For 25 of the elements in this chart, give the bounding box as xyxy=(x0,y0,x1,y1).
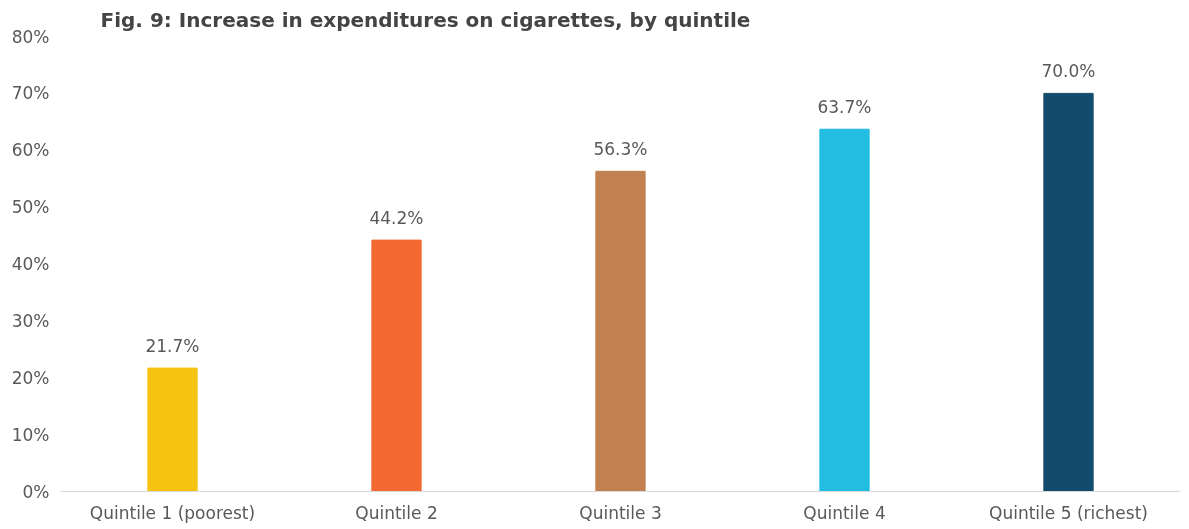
y-tick-label: 10% xyxy=(11,424,50,445)
x-tick-label: Quintile 3 xyxy=(579,502,662,523)
x-tick-label: Quintile 2 xyxy=(355,502,438,523)
y-tick-label: 40% xyxy=(11,254,50,274)
bar xyxy=(595,170,646,492)
data-label: 56.3% xyxy=(593,139,648,160)
y-tick-label: 70% xyxy=(11,83,50,104)
x-tick-label: Quintile 5 (richest) xyxy=(989,502,1148,523)
y-tick-label: 0% xyxy=(22,481,50,502)
chart-title: Fig. 9: Increase in expenditures on cigarettes, by quintile xyxy=(100,7,751,32)
bar xyxy=(1043,92,1094,492)
y-tick-label: 30% xyxy=(11,310,50,331)
bar xyxy=(371,239,422,492)
data-label: 63.7% xyxy=(817,97,872,118)
bar xyxy=(147,367,198,492)
x-tick-label: Quintile 1 (poorest) xyxy=(89,502,256,523)
y-tick-label: 60% xyxy=(11,140,50,161)
y-tick-label: 50% xyxy=(11,197,50,218)
y-tick-label: 20% xyxy=(11,367,50,388)
data-label: 44.2% xyxy=(369,208,424,229)
bar xyxy=(819,128,870,492)
y-tick-label: 80% xyxy=(11,26,50,47)
data-label: 70.0% xyxy=(1041,61,1096,82)
x-tick-label: Quintile 4 xyxy=(803,502,886,523)
data-label: 21.7% xyxy=(145,336,200,357)
